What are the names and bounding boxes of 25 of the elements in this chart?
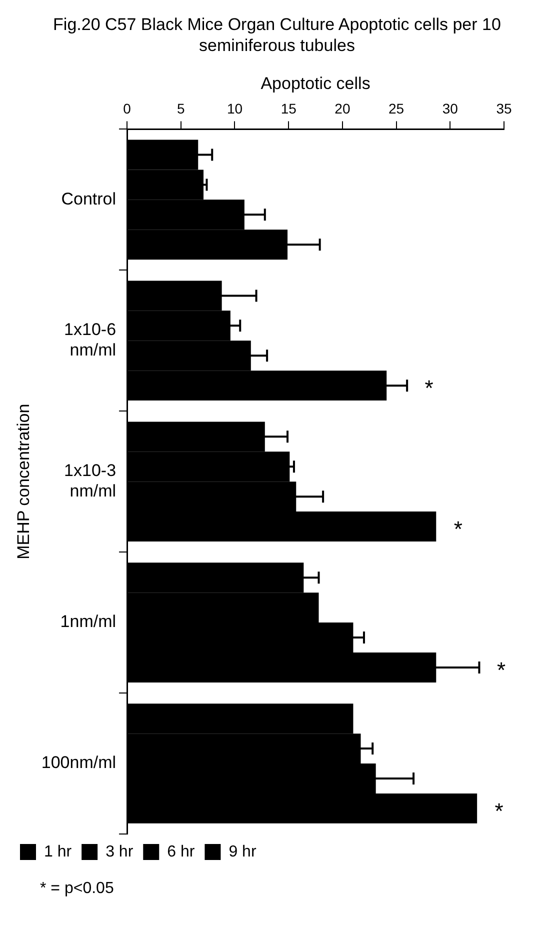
data-label: * bbox=[496, 658, 506, 683]
x-tick-label: 25 bbox=[388, 100, 404, 117]
x-tick-label: 35 bbox=[496, 100, 512, 117]
y-axis-title: MEHP concentration bbox=[14, 404, 33, 560]
data-label: * bbox=[494, 798, 504, 824]
x-tick-label: 30 bbox=[442, 100, 458, 117]
legend-label: 1 hr bbox=[44, 843, 72, 860]
x-tick-label: 20 bbox=[334, 100, 350, 117]
legend-label: 6 hr bbox=[167, 843, 196, 860]
y-tick-label: 1x10-3 nm/ml bbox=[64, 461, 116, 500]
data-label: * bbox=[424, 376, 434, 401]
legend-label: 3 hr bbox=[106, 843, 134, 860]
y-tick-label: Control bbox=[61, 189, 116, 208]
data-label: * bbox=[454, 516, 463, 542]
y-tick-label: 1nm/ml bbox=[60, 612, 116, 632]
chart-title: Fig.20 C57 Black Mice Organ Culture Apoptotic cells per 10 seminiferous tubules bbox=[52, 14, 502, 56]
x-axis-title: Apoptotic cells bbox=[260, 74, 370, 93]
legend-label: 9 hr bbox=[228, 843, 257, 860]
y-tick-label: 1x10-6 nm/ml bbox=[64, 320, 116, 360]
text: * = p<0.05 bbox=[40, 880, 115, 898]
x-tick-label: 10 bbox=[226, 100, 243, 117]
y-tick-label: 100nm/ml bbox=[41, 753, 116, 772]
x-tick-label: 5 bbox=[176, 100, 185, 117]
x-tick-label: 0 bbox=[123, 100, 132, 117]
x-tick-label: 15 bbox=[280, 100, 297, 117]
